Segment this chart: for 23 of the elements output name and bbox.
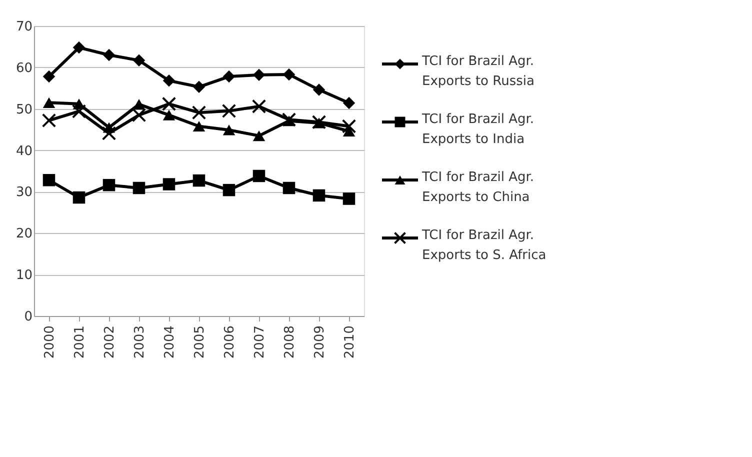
legend-label: TCI for Brazil Agr. Exports to India (421, 112, 534, 147)
x-tick-label: 2008 (282, 326, 298, 359)
y-tick-label: 70 (16, 20, 32, 34)
x-tick-label: 2010 (342, 326, 358, 359)
x-tick-label: 2001 (72, 326, 88, 359)
y-tick-label: 50 (16, 102, 32, 118)
legend-label: TCI for Brazil Agr. Exports to S. Africa (421, 228, 546, 263)
x-tick-label: 2002 (102, 326, 118, 359)
y-tick-label: 30 (16, 185, 32, 200)
x-tick-label: 2004 (162, 326, 178, 359)
y-tick-label: 60 (16, 60, 32, 76)
x-tick-label: 2003 (132, 326, 148, 359)
x-tick-label: 2005 (192, 326, 208, 359)
y-tick-label: 20 (16, 226, 32, 242)
x-tick-label: 2009 (312, 326, 328, 359)
y-tick-label: 0 (24, 310, 32, 324)
legend-label: TCI for Brazil Agr. Exports to Russia (421, 54, 534, 89)
legend-label: TCI for Brazil Agr. Exports to China (421, 170, 534, 205)
x-tick-label: 2006 (222, 326, 238, 359)
y-tick-label: 10 (16, 268, 32, 284)
x-tick-label: 2007 (252, 326, 268, 359)
y-tick-label: 40 (16, 144, 32, 159)
x-tick-label: 2000 (42, 326, 58, 359)
